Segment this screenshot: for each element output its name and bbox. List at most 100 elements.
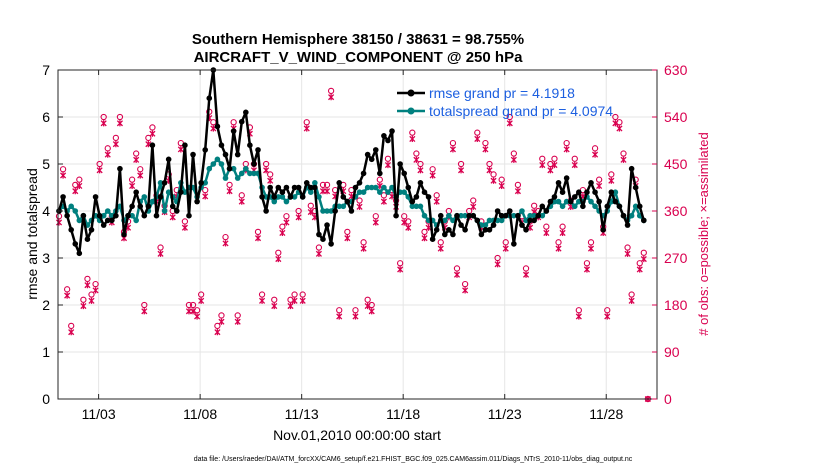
obs-possible-point [628,291,635,298]
obs-assimilated-point [636,266,643,273]
obs-assimilated-point [608,177,615,184]
spread-point [165,189,172,195]
obs-possible-point [141,301,148,309]
obs-possible-point [299,291,306,298]
obs-possible-point [222,233,229,241]
rmse-point [405,184,412,191]
rmse-point [113,212,119,219]
obs-possible-point [145,134,152,142]
rmse-point [527,217,533,224]
obs-possible-point [226,181,233,189]
rmse-point [531,217,537,224]
rmse-point [76,250,83,257]
obs-assimilated-point [592,151,599,158]
obs-assimilated-point [194,313,201,320]
obs-possible-point [461,280,469,288]
spread-point [377,189,383,195]
obs-possible-point [494,254,501,262]
obs-possible-point [157,244,164,251]
rmse-point [356,180,363,186]
obs-assimilated-point [543,229,550,237]
rmse-point [332,208,338,214]
spread-point [328,208,334,214]
rmse-point [218,142,225,148]
obs-assimilated-point [457,167,465,174]
rmse-point [385,137,391,144]
rmse-point [401,170,408,177]
y-tick-label: 6 [42,109,50,125]
rmse-point [92,194,99,200]
obs-assimilated-point [72,188,79,195]
rmse-point [519,222,525,228]
obs-possible-point [498,176,505,183]
obs-possible-point [137,166,144,173]
data-file-footer: data file: /Users/raeder/DAI/ATM_forcXX/… [194,456,633,463]
obs-assimilated-point [157,250,164,257]
rmse-point [291,184,298,191]
spread-point [68,203,74,210]
rmse-point [494,208,501,214]
spread-point [222,175,229,181]
spread-point [409,203,416,210]
obs-possible-point [571,155,578,162]
obs-assimilated-point [510,156,517,163]
obs-possible-point [128,176,136,183]
rmse-point [592,189,598,195]
rmse-point [486,227,493,233]
obs-assimilated-point [453,271,461,278]
obs-assimilated-point [405,224,412,231]
rmse-point [312,184,318,191]
obs-possible-point [88,291,95,298]
obs-possible-point [457,160,465,168]
obs-assimilated-point [137,172,144,179]
rmse-point [482,227,489,233]
spread-point [316,194,322,200]
rmse-point [173,208,180,214]
spread-point [320,208,326,214]
spread-point [442,217,448,224]
spread-point [230,165,237,172]
spread-point [72,208,79,214]
obs-assimilated-point [502,245,509,252]
rmse-point [222,151,229,158]
obs-assimilated-point [429,172,436,179]
obs-assimilated-point [433,198,440,205]
obs-assimilated-point [116,120,123,127]
rmse-point [109,217,115,224]
obs-possible-point [323,181,331,189]
rmse-point [571,194,578,200]
rmse-point [511,241,517,247]
obs-possible-point [336,307,343,314]
rmse-point [580,203,586,210]
spread-point [592,203,598,210]
obs-assimilated-point [356,203,363,210]
spread-point [238,170,245,177]
x-tick-label: 11/23 [488,406,522,422]
rmse-point [433,227,440,233]
rmse-point [360,170,367,177]
rmse-point [478,231,485,238]
obs-assimilated-point [254,235,262,242]
rmse-point [539,203,546,210]
obs-assimilated-point [640,255,647,263]
obs-assimilated-point [275,255,282,263]
obs-possible-point [80,296,87,303]
spread-point [563,198,570,205]
obs-assimilated-point [88,297,95,304]
obs-assimilated-point [287,302,294,310]
obs-possible-point [327,87,335,95]
spread-point [385,189,391,195]
obs-possible-point [116,113,124,121]
obs-possible-point [267,171,274,178]
obs-possible-point [262,160,270,168]
rmse-point [490,222,497,228]
obs-possible-point [551,155,558,162]
rmse-point [88,227,95,233]
obs-assimilated-point [177,146,184,153]
obs-assimilated-point [198,297,205,304]
y2-tick-label: 180 [664,297,688,313]
y2-axis-label: # of obs: o=possible; ×=assimilated [696,132,711,335]
obs-assimilated-point [96,167,103,174]
rmse-point [454,212,460,219]
